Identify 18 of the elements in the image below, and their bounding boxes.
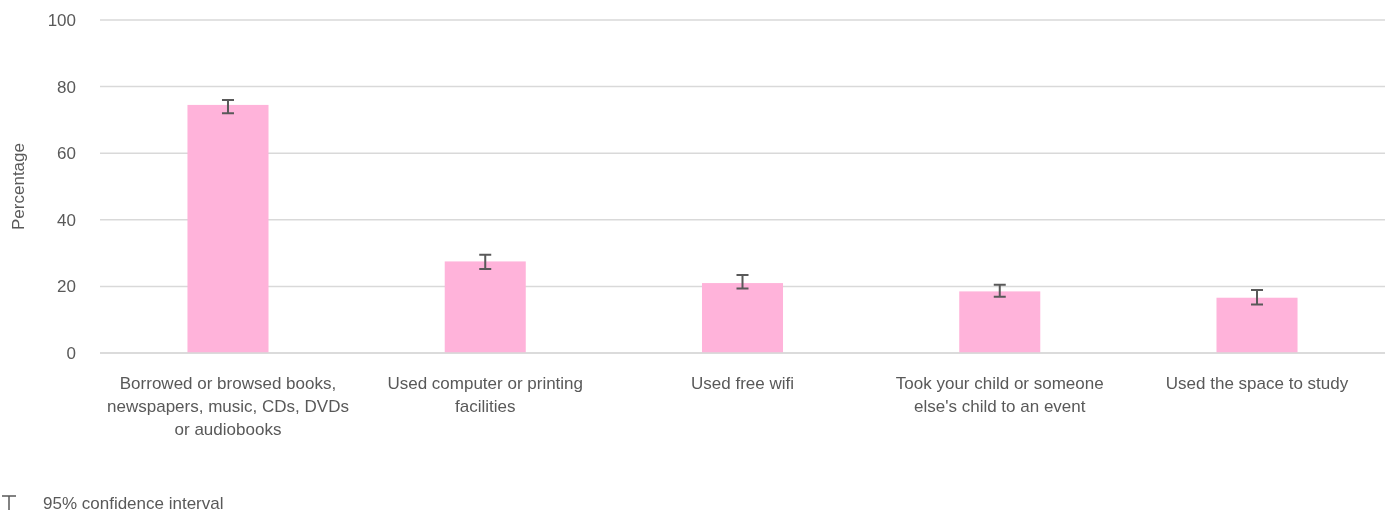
x-tick-label: Took your child or someone else's child to an event <box>895 374 1104 416</box>
x-tick-label: Borrowed or browsed books, newspapers, music, CDs, DVDs or audiobooks <box>107 374 349 439</box>
y-tick-label: 60 <box>57 144 76 164</box>
y-axis-title: Percentage <box>9 143 28 230</box>
y-tick-label: 80 <box>57 77 76 97</box>
bar <box>701 283 784 353</box>
y-tick-label: 100 <box>47 10 76 30</box>
x-tick-label: Used free wifi <box>691 374 794 393</box>
bar <box>1216 297 1298 353</box>
y-tick-label: 0 <box>66 343 76 363</box>
x-tick-label: Used the space to study <box>1165 374 1349 393</box>
y-tick-label: 40 <box>57 210 76 230</box>
bar <box>187 104 269 353</box>
bar <box>444 261 526 353</box>
text: 95% confidence interval <box>43 494 224 513</box>
y-tick-label: 20 <box>57 277 76 297</box>
x-tick-label: Used computer or printing facilities <box>387 374 584 416</box>
bar <box>959 291 1041 353</box>
